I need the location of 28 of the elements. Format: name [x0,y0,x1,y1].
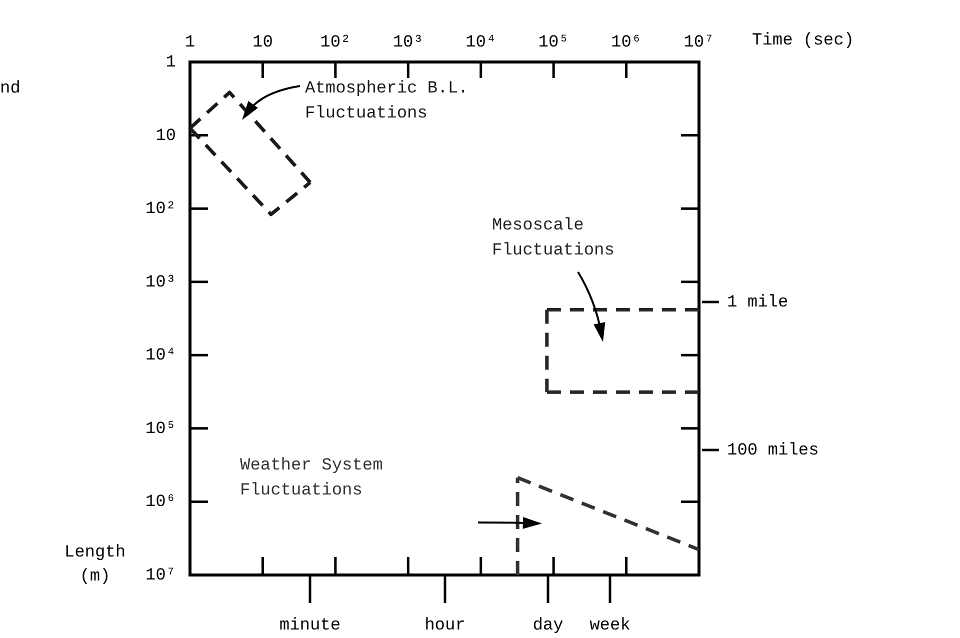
x-tick-label: 1 [184,34,196,52]
text: week [590,616,630,636]
y-tick-label: 10² [145,200,176,220]
x-axis-title: Time (sec) [752,32,854,50]
y-tick-label: 1 [166,54,176,72]
x-tick-label: 10⁷ [684,34,714,52]
x-tick-label: 10⁴ [466,34,496,52]
x-tick-label: 10³ [392,34,424,52]
x-tick-label: 10² [320,34,351,52]
y-tick-label: 10⁵ [145,420,176,439]
y-tick-label: 10³ [145,273,176,292]
x-tick-label: 10⁵ [538,34,569,52]
text: Weather System Fluctuations [240,456,383,500]
text: 1 mile [727,294,788,312]
text: day [532,616,564,636]
text: minute [279,616,341,636]
y-axis-title: Length (m) [64,544,126,586]
y-tick-label: 10⁴ [145,346,176,366]
text: hour [424,616,466,636]
x-tick-label: 10 [252,34,273,52]
y-tick-label: 10⁷ [145,566,176,586]
x-tick-label: 10⁶ [610,34,642,52]
y-tick-label: 10 [156,126,176,146]
text: 100 miles [727,442,819,460]
text: Mesoscale Fluctuations [492,216,614,260]
text: nd [0,80,20,98]
y-tick-label: 10⁶ [145,493,176,512]
text: Atmospheric B.L. Fluctuations [305,80,468,124]
